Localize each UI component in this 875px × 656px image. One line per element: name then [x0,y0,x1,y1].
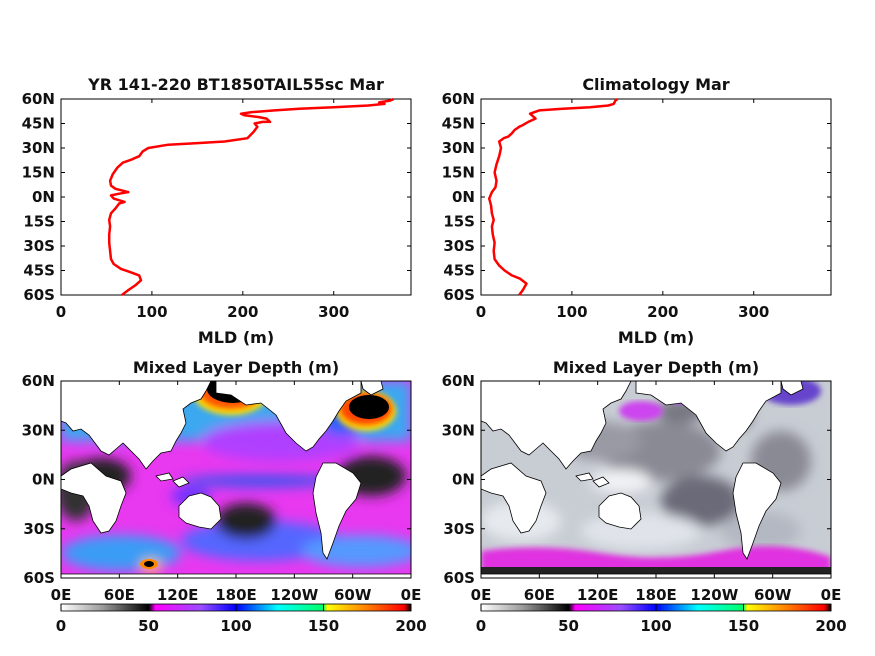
map-lat-labels: 60N 30N 0N 30S 60S [22,372,411,587]
map-field [481,381,831,578]
lat-tick-label: 30N [22,421,55,439]
lon-tick-label: 0E [821,586,842,604]
x-axis-label: MLD (m) [198,328,274,347]
lat-tick-label: 60N [22,372,55,390]
map-lon-labels: 0E 60E 120E 180E 120W 60W 0E [51,381,422,604]
map-lat-labels: 60N 30N 0N 30S 60S [442,372,831,587]
lon-tick-label: 120E [577,586,619,604]
plot-frame [480,98,832,296]
lon-tick-label: 60E [104,586,135,604]
x-tick-label: 200 [227,303,258,321]
y-tick-label: 60S [23,286,55,304]
x-tick-labels: 0 100 200 300 [56,99,349,321]
lon-tick-label: 60E [524,586,555,604]
map-title-climatology: Mixed Layer Depth (m) [553,358,759,377]
y-tick-label: 60N [22,90,55,108]
colorbar-tick-labels: 0 50 100 150 200 [476,604,847,635]
lon-tick-label: 180E [215,586,257,604]
lon-tick-label: 120E [157,586,199,604]
mld-map-climatology: Mixed Layer Depth (m) [442,358,847,635]
colorbar-tick-label: 200 [815,617,846,635]
x-axis-label: MLD (m) [618,328,694,347]
plot-title-climatology: Climatology Mar [582,75,729,94]
y-tick-label: 30S [443,237,475,255]
lat-tick-label: 0N [32,471,55,489]
colorbar-tick-label: 0 [56,617,66,635]
colorbar-tick-label: 50 [138,617,159,635]
colorbar-tick-label: 200 [395,617,426,635]
lon-tick-label: 120W [270,586,318,604]
x-tick-label: 100 [556,303,587,321]
lat-tick-label: 30S [443,520,475,538]
y-tick-label: 45S [23,262,55,280]
mld-profile-line [107,97,395,296]
x-tick-labels: 0 100 200 300 [476,99,769,321]
y-tick-label: 45S [443,262,475,280]
y-tick-label: 15N [442,164,475,182]
y-tick-label: 15S [23,213,55,231]
lat-tick-label: 0N [452,471,475,489]
y-tick-label: 0N [32,188,55,206]
y-tick-label: 15S [443,213,475,231]
lon-tick-label: 0E [51,586,72,604]
colorbar-tick-labels: 0 50 100 150 200 [56,604,427,635]
lat-tick-label: 60S [23,569,55,587]
y-tick-label: 30S [23,237,55,255]
lon-tick-label: 0E [401,586,422,604]
map-title-model: Mixed Layer Depth (m) [133,358,339,377]
y-tick-label: 45N [22,115,55,133]
x-tick-label: 0 [476,303,486,321]
colorbar-tick-label: 0 [476,617,486,635]
y-tick-label: 0N [452,188,475,206]
plot-title-model: YR 141-220 BT1850TAIL55sc Mar [87,75,384,94]
y-tick-label: 30N [442,139,475,157]
x-tick-label: 100 [136,303,167,321]
mld-profile-line [487,98,619,296]
colorbar-tick-label: 100 [640,617,671,635]
profile-plot-model: YR 141-220 BT1850TAIL55sc Mar 60N 45N 30N 1… [22,75,412,347]
profile-plot-climatology: Climatology Mar 60N45N30N15N0N15S30S45S6… [442,75,832,347]
lon-tick-label: 120W [690,586,738,604]
y-tick-label: 60S [443,286,475,304]
mld-map-model: Mixed Layer Depth (m) [22,358,427,635]
lon-tick-label: 60W [334,586,372,604]
map-field [61,381,411,578]
y-tick-label: 60N [442,90,475,108]
y-tick-labels: 60N 45N 30N 15N 0N 15S 30S 45S 60S [442,90,831,304]
y-tick-labels: 60N 45N 30N 15N 0N 15S 30S 45S 60S [22,90,411,304]
lon-tick-label: 60W [754,586,792,604]
colorbar-tick-label: 150 [308,617,339,635]
x-tick-label: 200 [647,303,678,321]
x-tick-label: 300 [738,303,769,321]
lat-tick-label: 60N [442,372,475,390]
colorbar-tick-label: 50 [558,617,579,635]
y-tick-label: 45N [442,115,475,133]
x-tick-label: 0 [56,303,66,321]
lon-tick-label: 0E [471,586,492,604]
colorbar-tick-label: 100 [220,617,251,635]
x-tick-label: 300 [318,303,349,321]
lat-tick-label: 30N [442,421,475,439]
colorbar-tick-label: 150 [728,617,759,635]
map-lon-labels: 0E 60E 120E 180E 120W 60W 0E [471,381,842,604]
y-tick-label: 15N [22,164,55,182]
plot-frame [60,98,412,296]
y-tick-label: 30N [22,139,55,157]
lon-tick-label: 180E [635,586,677,604]
lat-tick-label: 60S [443,569,475,587]
lat-tick-label: 30S [23,520,55,538]
